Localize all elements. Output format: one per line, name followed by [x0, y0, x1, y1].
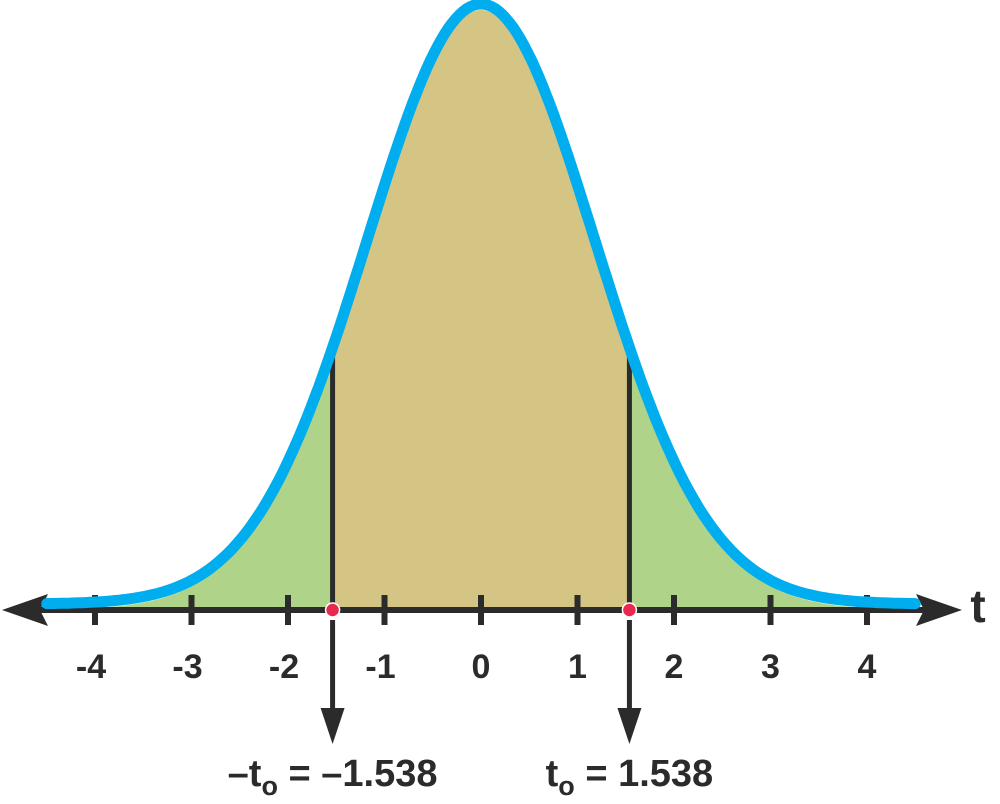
- critical-value-annotation: –to = –1.538: [228, 753, 438, 801]
- axis-right-arrowhead: [916, 594, 962, 626]
- critical-value-marker: [324, 602, 341, 618]
- x-tick-label: 0: [472, 648, 491, 686]
- x-tick-label: -1: [365, 648, 395, 686]
- density-curve: [41, 0, 921, 610]
- x-tick-label: 4: [858, 648, 877, 686]
- x-tick-label: 1: [568, 648, 587, 686]
- critical-pointer-arrowhead: [617, 708, 642, 744]
- critical-markers: [320, 602, 642, 744]
- x-tick-labels: -4 -3 -2 -1 0 1 2 3 4: [76, 648, 877, 686]
- x-tick-label: 3: [761, 648, 780, 686]
- x-tick-label: -3: [172, 648, 202, 686]
- critical-value-marker: [621, 602, 638, 618]
- critical-pointer-arrowhead: [320, 708, 345, 744]
- left-tail-region: [46, 353, 333, 610]
- axis-left-arrowhead: [2, 594, 48, 626]
- axis-variable-label: t: [970, 580, 985, 632]
- center-region: [332, 10, 630, 610]
- right-tail-region: [629, 353, 916, 610]
- x-tick-label: -4: [76, 648, 106, 686]
- x-tick-label: 2: [665, 648, 684, 686]
- critical-value-annotation: to = 1.538: [546, 753, 714, 801]
- x-tick-label: -2: [269, 648, 299, 686]
- critical-annotations: –to = –1.538 to = 1.538: [228, 753, 714, 801]
